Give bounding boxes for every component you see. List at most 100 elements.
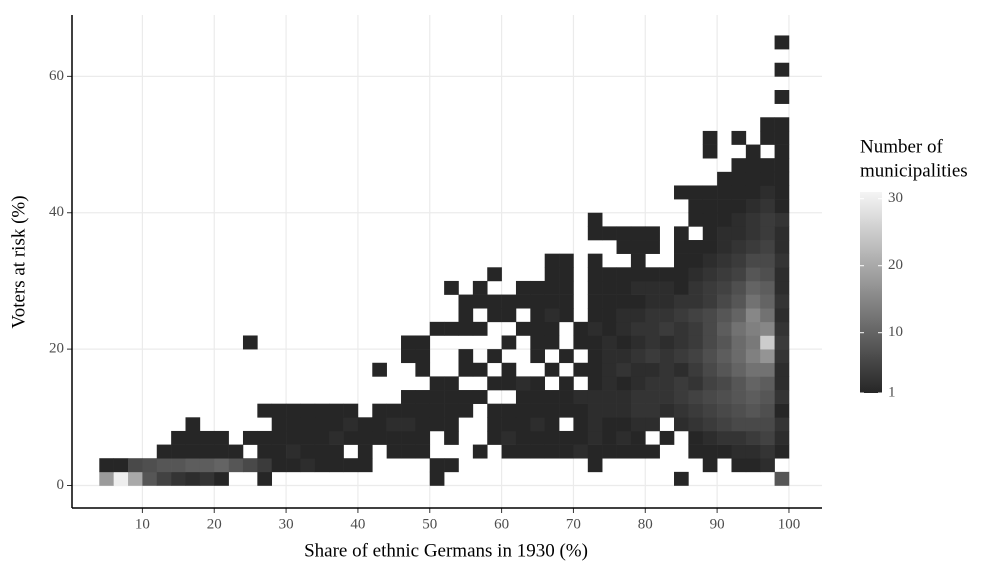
cell [257,403,273,418]
cell [357,458,373,473]
cell [286,430,301,445]
cell [487,403,502,418]
cell [329,403,344,418]
cell [717,185,732,200]
cell [630,390,646,404]
cell [760,430,775,445]
cell [401,390,416,404]
cell [372,430,387,445]
cell [774,376,790,391]
cell [544,362,560,377]
cell [645,335,660,350]
cell [688,444,704,459]
cell [745,390,761,404]
cell [515,294,531,309]
cell [444,376,459,391]
cell [587,362,603,377]
cell [257,430,273,445]
cell [745,444,761,459]
cell [286,403,301,418]
cell [760,321,775,336]
cell [688,430,704,445]
cell [343,403,359,418]
cell [559,280,574,295]
cell [702,321,718,336]
cell [587,294,603,309]
cell [659,321,675,336]
cell [415,417,431,432]
cell [731,280,747,295]
cell [702,253,718,268]
cell [444,417,459,432]
cell [745,403,761,418]
cell [386,403,402,418]
cell [544,308,560,323]
cell [357,444,373,459]
cell [559,308,574,323]
cell [530,335,546,350]
colorbar-label: 1 [888,384,896,400]
cell [760,185,775,200]
cell [745,349,761,364]
cell [530,403,546,418]
cell [401,430,416,445]
cell [501,308,517,323]
cell [674,403,689,418]
cell [717,253,732,268]
cell [731,130,747,145]
cell [472,294,488,309]
cell [156,458,172,473]
cell [343,430,359,445]
cell [444,390,459,404]
cell [774,185,790,200]
cell [774,158,790,173]
cell [113,471,129,486]
cell [674,362,689,377]
cells [99,35,790,486]
cell [688,321,704,336]
cell [659,349,675,364]
cell [515,376,531,391]
cell [717,199,732,214]
cell [774,294,790,309]
cell [731,321,747,336]
colorbar [860,192,882,393]
cell [702,444,718,459]
cell [156,444,172,459]
cell [760,403,775,418]
cell [501,417,517,432]
x-tick-label: 70 [566,516,581,532]
y-tick-label: 20 [49,341,64,357]
cell [286,444,301,459]
cell [731,294,747,309]
cell [688,253,704,268]
cell [515,403,531,418]
cell [674,335,689,350]
cell [501,294,517,309]
cell [774,171,790,186]
cell [760,390,775,404]
cell [731,267,747,282]
cell [745,376,761,391]
cell [702,403,718,418]
cell [630,226,646,241]
cell [760,226,775,241]
cell [128,458,143,473]
cell [429,417,445,432]
cell [559,430,574,445]
cell [544,403,560,418]
cell [602,390,617,404]
cell [559,294,574,309]
cell [702,417,718,432]
cell [745,308,761,323]
cell [444,458,459,473]
cell [659,430,675,445]
cell [559,403,574,418]
cell [530,417,546,432]
cell [458,349,474,364]
cell [674,349,689,364]
cell [717,403,732,418]
cell [688,185,704,200]
cell [630,308,646,323]
cell [731,199,747,214]
